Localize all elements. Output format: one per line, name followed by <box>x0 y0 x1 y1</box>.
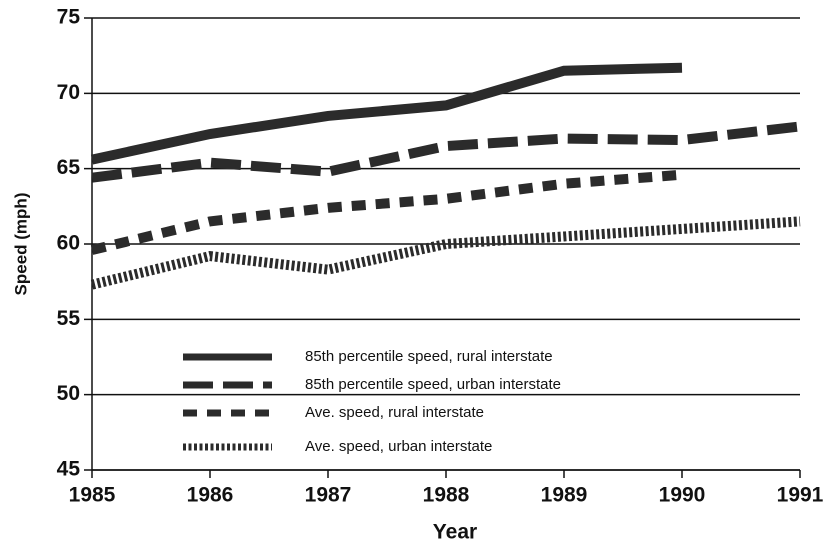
x-tick-label: 1986 <box>187 484 234 507</box>
y-tick-label: 55 <box>57 307 81 330</box>
y-tick-label: 70 <box>57 81 80 104</box>
x-tick-label: 1985 <box>69 484 116 507</box>
y-axis-label: Speed (mph) <box>11 193 30 296</box>
x-tick-label: 1991 <box>777 484 824 507</box>
y-tick-label: 60 <box>57 232 80 255</box>
legend-label: Ave. speed, urban interstate <box>305 438 492 455</box>
x-tick-label: 1988 <box>423 484 470 507</box>
y-tick-label: 65 <box>57 156 81 179</box>
legend-label: Ave. speed, rural interstate <box>305 404 484 421</box>
x-tick-label: 1989 <box>541 484 588 507</box>
series-line <box>90 62 683 165</box>
y-tick-label: 75 <box>57 6 81 29</box>
x-tick-label: 1990 <box>659 484 706 507</box>
x-axis-label: Year <box>433 521 477 544</box>
x-tick-label: 1987 <box>305 484 352 507</box>
legend-label: 85th percentile speed, rural interstate <box>305 348 553 365</box>
series-line <box>90 216 801 290</box>
series-line <box>90 169 683 255</box>
legend-label: 85th percentile speed, urban interstate <box>305 376 561 393</box>
y-tick-label: 45 <box>57 458 81 481</box>
y-tick-label: 50 <box>57 382 80 405</box>
